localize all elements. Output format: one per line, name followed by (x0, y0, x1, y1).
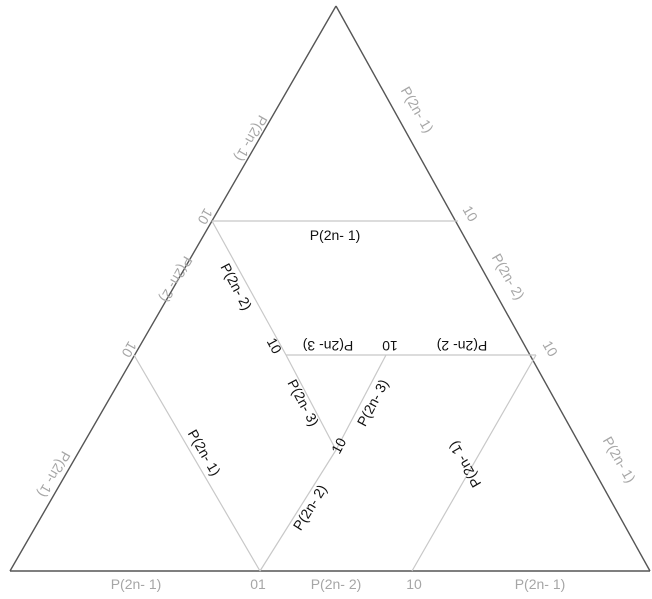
inner-lower-left-line (285, 354, 337, 451)
mid-chord-left-label: P(2n- 3) (303, 338, 354, 354)
outer-right-upper-10: 10 (460, 203, 482, 225)
mid-chord-right-label: P(2n- 2) (437, 338, 488, 354)
inner-upper-right-line (335, 354, 387, 451)
lower-right-chord-line (411, 354, 537, 572)
bottom-mid-label: P(2n- 2) (311, 576, 362, 592)
outer-left-edge (9, 5, 337, 572)
outer-right-mid-10: 10 (540, 338, 562, 360)
outer-right-lower-label: P(2n- 1) (600, 434, 639, 486)
inner-upper-left-label: P(2n- 2) (217, 261, 255, 313)
inner-lower-left-10: 10 (328, 435, 350, 456)
outer-left-lower-label: P(2n- 1) (35, 449, 74, 501)
outer-left-upper-label: P(2n- 1) (232, 113, 271, 165)
outer-left-lower-10: 10 (118, 339, 140, 361)
bottom-01: 01 (250, 576, 266, 592)
outer-right-edge (335, 5, 651, 572)
top-chord-label: P(2n- 1) (310, 227, 361, 243)
inner-upper-left-line (211, 220, 287, 356)
outer-right-mid-label: P(2n- 2) (489, 251, 528, 303)
inner-lower-right-line (259, 449, 337, 572)
inner-lower-right-label: P(2n- 2) (290, 482, 330, 533)
bottom-10: 10 (406, 576, 422, 592)
outer-left-mid-label: P(2n- 2) (157, 254, 196, 306)
outer-left-upper-10: 10 (194, 206, 216, 228)
inner-lower-left-label: P(2n- 3) (284, 377, 322, 429)
inner-upper-right-label: P(2n- 3) (354, 377, 392, 429)
inner-upper-left-10: 10 (264, 335, 286, 356)
bottom-left-label: P(2n- 1) (111, 576, 162, 592)
lower-right-chord-label: P(2n- 1) (445, 439, 484, 491)
mid-chord-10: 10 (382, 338, 398, 354)
bottom-right-label: P(2n- 1) (515, 576, 566, 592)
lower-left-chord-line (133, 354, 261, 572)
